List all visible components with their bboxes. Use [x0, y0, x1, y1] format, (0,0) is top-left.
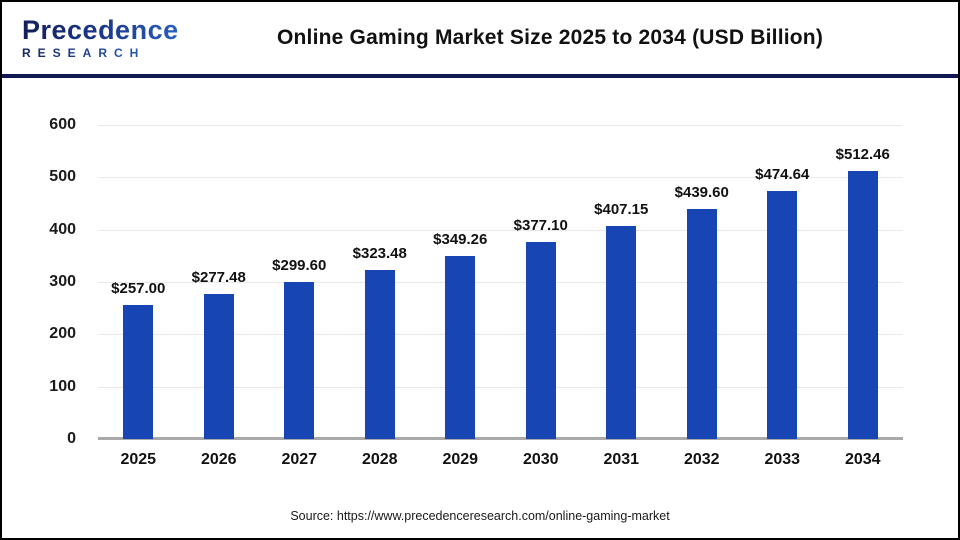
y-tick-label: 500	[49, 168, 76, 186]
gridline	[98, 282, 903, 283]
bar-2034	[847, 170, 878, 439]
x-axis-label-2033: 2033	[764, 451, 801, 468]
bar-2031	[606, 225, 637, 439]
value-label-2033: $474.64	[755, 165, 810, 183]
x-axis-label-2032: 2032	[683, 451, 720, 468]
y-tick-label: 400	[49, 220, 76, 238]
value-label-2032: $439.60	[674, 183, 729, 201]
y-tick-label: 0	[67, 430, 76, 447]
x-axis-label-2030: 2030	[522, 451, 559, 468]
x-axis-label-2029: 2029	[442, 451, 479, 468]
x-axis-label-2031: 2031	[603, 451, 640, 468]
plot-area: $257.00 2025 $277.48 2026 $299.60 2027 $323.48…	[98, 125, 903, 468]
gridline	[98, 177, 903, 179]
chart-title: Online Gaming Market Size 2025 to 2034 (…	[276, 26, 824, 49]
precedence-research-logo: Precedence RESEARCH	[2, 16, 212, 60]
bar-2032	[686, 208, 717, 439]
value-label-2028: $323.48	[352, 244, 407, 262]
source-text: Source: https://www.precedenceresearch.c…	[290, 509, 670, 523]
x-axis-label-2034: 2034	[844, 451, 881, 468]
y-tick-label: 200	[49, 325, 76, 343]
x-axis-line	[98, 437, 903, 440]
value-label-2027: $299.60	[272, 257, 327, 275]
y-axis: 0 100 200 300 400 500 600	[2, 116, 90, 447]
gridline	[98, 125, 903, 126]
bar-chart: 0 100 200 300 400 500 600 $257.00 2025 $277.48 20…	[2, 82, 958, 492]
logo-subtitle: RESEARCH	[22, 46, 212, 60]
gridline	[98, 229, 903, 231]
value-label-2031: $407.15	[594, 200, 649, 218]
y-tick-label: 600	[49, 116, 76, 133]
bar-2033	[767, 190, 798, 439]
y-tick-label: 100	[49, 377, 76, 395]
footer: Source: https://www.precedenceresearch.c…	[2, 494, 958, 538]
bar-2030	[525, 241, 556, 439]
value-label-2034: $512.46	[835, 145, 890, 163]
bar-2029	[445, 256, 476, 439]
header: Precedence RESEARCH Online Gaming Market…	[2, 2, 958, 78]
x-axis-label-2025: 2025	[120, 451, 157, 468]
logo-wordmark: Precedence	[22, 16, 212, 44]
value-label-2025: $257.00	[111, 279, 166, 297]
bar-2025	[123, 304, 154, 439]
gridline	[98, 386, 903, 388]
x-axis-label-2028: 2028	[361, 451, 398, 468]
value-label-2029: $349.26	[433, 231, 488, 249]
bar-2026	[203, 293, 234, 439]
value-label-2026: $277.48	[191, 268, 246, 286]
x-axis-label-2027: 2027	[281, 451, 318, 468]
value-label-2030: $377.10	[513, 216, 568, 234]
title-wrap: Online Gaming Market Size 2025 to 2034 (…	[212, 26, 888, 50]
y-tick-label: 300	[49, 273, 76, 290]
x-axis-label-2026: 2026	[200, 451, 237, 468]
bar-2027	[284, 282, 315, 439]
gridline	[98, 334, 903, 336]
bar-2028	[364, 269, 395, 439]
